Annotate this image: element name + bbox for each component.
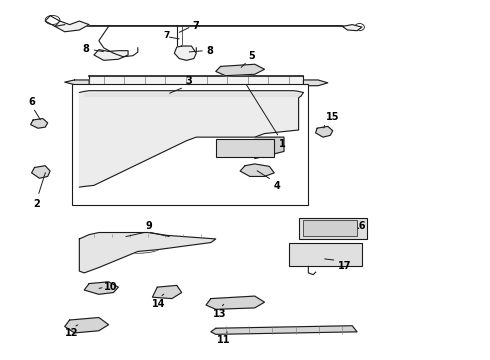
Polygon shape bbox=[31, 166, 50, 178]
Text: 7: 7 bbox=[193, 21, 199, 31]
Bar bbox=[303, 220, 357, 237]
Polygon shape bbox=[55, 21, 89, 32]
Text: 1: 1 bbox=[279, 139, 286, 149]
Bar bbox=[289, 243, 362, 266]
Polygon shape bbox=[152, 285, 182, 298]
Polygon shape bbox=[211, 326, 357, 334]
Text: 15: 15 bbox=[326, 112, 340, 122]
Polygon shape bbox=[79, 91, 303, 187]
Polygon shape bbox=[316, 126, 333, 137]
Bar bbox=[72, 84, 308, 205]
Text: 10: 10 bbox=[104, 282, 117, 292]
Text: 8: 8 bbox=[206, 46, 213, 56]
Polygon shape bbox=[174, 46, 196, 60]
Text: 6: 6 bbox=[28, 97, 35, 107]
Text: 7: 7 bbox=[164, 31, 170, 40]
Text: 14: 14 bbox=[152, 298, 166, 309]
Text: 17: 17 bbox=[338, 261, 351, 271]
Polygon shape bbox=[303, 80, 328, 86]
Polygon shape bbox=[343, 24, 362, 31]
Polygon shape bbox=[79, 233, 216, 273]
Polygon shape bbox=[216, 64, 265, 76]
Text: 5: 5 bbox=[248, 51, 255, 61]
Text: 11: 11 bbox=[217, 336, 230, 345]
Polygon shape bbox=[255, 137, 284, 158]
Text: 2: 2 bbox=[33, 199, 40, 208]
Text: 16: 16 bbox=[353, 221, 367, 231]
Text: 9: 9 bbox=[145, 221, 152, 231]
Polygon shape bbox=[30, 118, 48, 128]
Polygon shape bbox=[94, 50, 128, 60]
Text: 8: 8 bbox=[82, 44, 89, 54]
Polygon shape bbox=[84, 282, 118, 294]
Polygon shape bbox=[65, 80, 89, 85]
Bar bbox=[298, 217, 367, 239]
Polygon shape bbox=[240, 164, 274, 176]
Text: 12: 12 bbox=[65, 328, 79, 338]
Bar bbox=[216, 139, 274, 157]
Text: 13: 13 bbox=[213, 309, 226, 319]
Text: 4: 4 bbox=[273, 181, 280, 192]
Polygon shape bbox=[65, 318, 109, 333]
Text: 3: 3 bbox=[186, 76, 192, 86]
Polygon shape bbox=[206, 296, 265, 309]
